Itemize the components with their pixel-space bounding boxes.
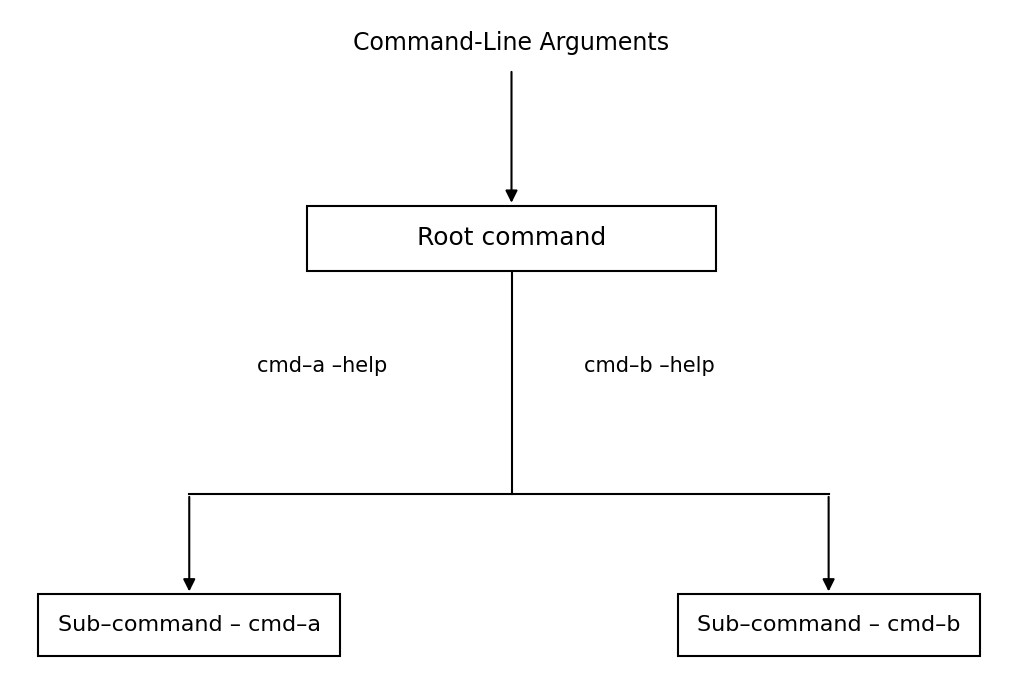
FancyBboxPatch shape: [678, 594, 980, 656]
Text: cmd–a –help: cmd–a –help: [257, 357, 388, 376]
Text: Sub–command – cmd–b: Sub–command – cmd–b: [697, 616, 961, 635]
Text: Sub–command – cmd–a: Sub–command – cmd–a: [57, 616, 321, 635]
Text: Command-Line Arguments: Command-Line Arguments: [353, 31, 670, 55]
FancyBboxPatch shape: [307, 206, 716, 271]
Text: Root command: Root command: [417, 227, 606, 250]
FancyBboxPatch shape: [39, 594, 340, 656]
Text: cmd–b –help: cmd–b –help: [584, 357, 715, 376]
